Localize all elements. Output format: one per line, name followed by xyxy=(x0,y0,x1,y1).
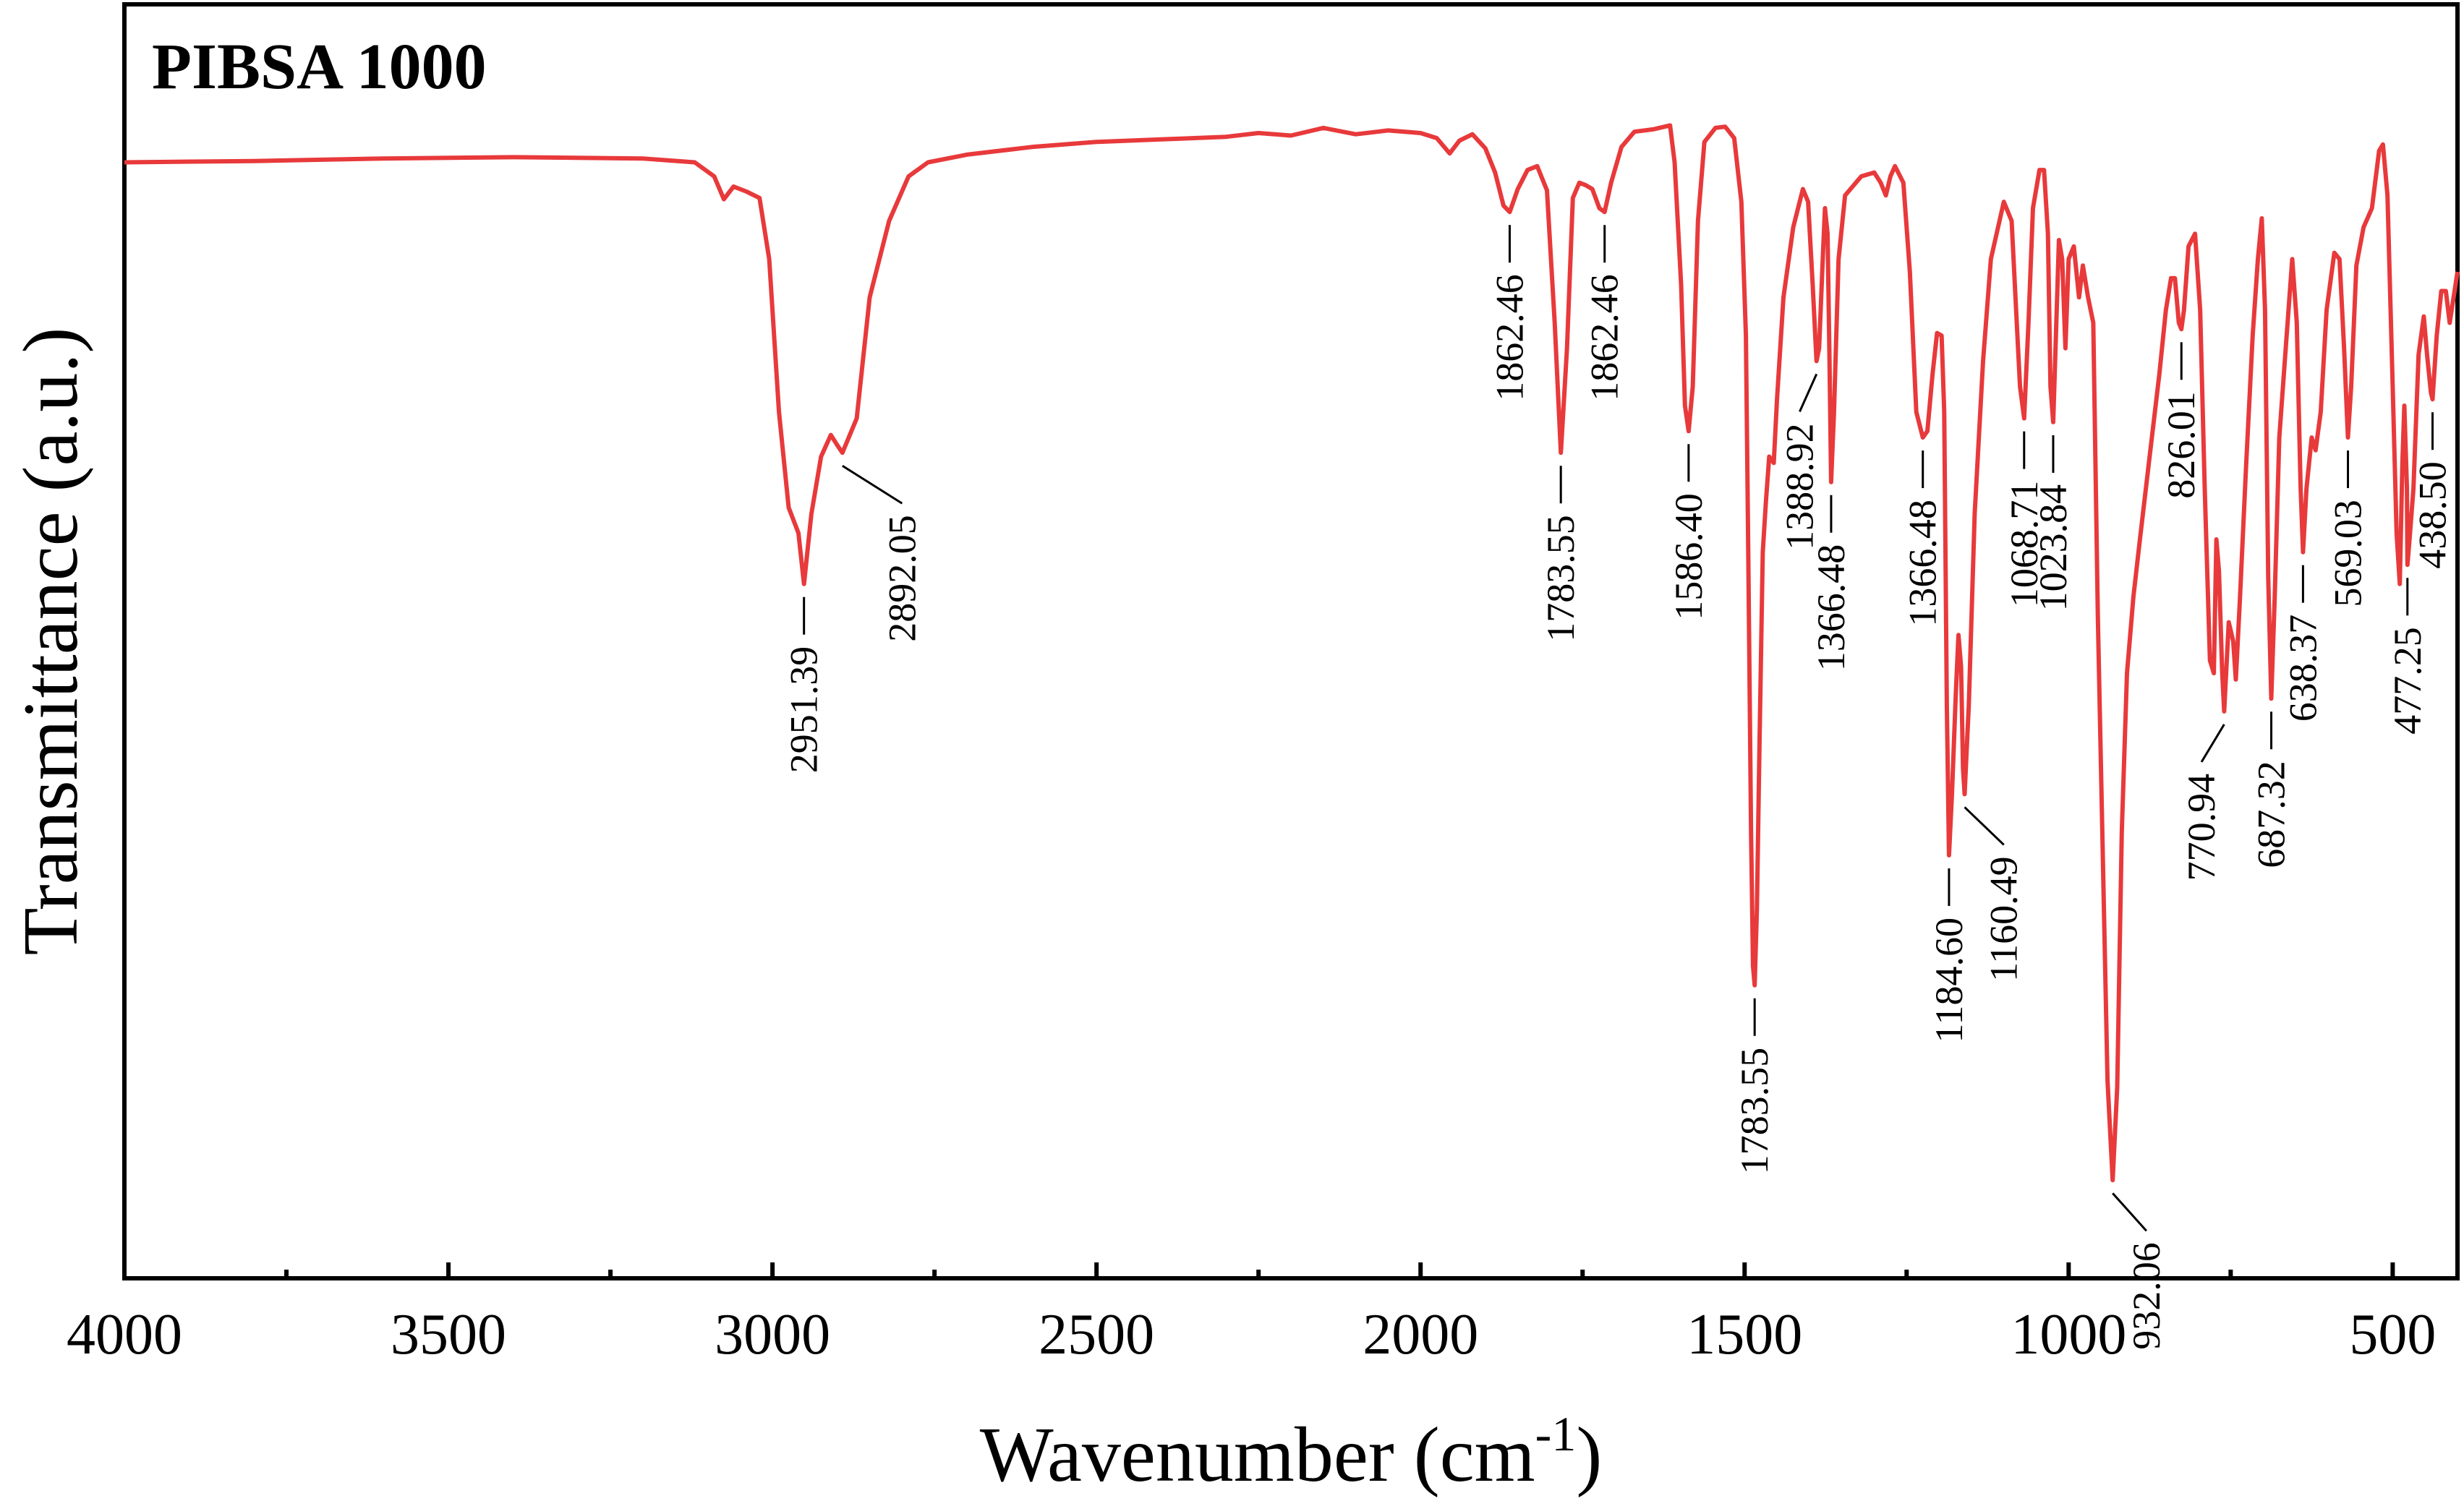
peak-label: 1783.55 xyxy=(1539,515,1582,642)
peak-label: 1184.60 xyxy=(1927,918,1971,1043)
peak-label: 1366.48 xyxy=(1901,500,1945,627)
peak-label: 1160.49 xyxy=(1982,856,2026,982)
spectrum-series-line xyxy=(124,123,2460,1183)
peak-label: 770.94 xyxy=(2180,774,2223,881)
x-tick-label-2500: 2500 xyxy=(1039,1303,1154,1367)
x-axis-title-main: Wavenumber (cm xyxy=(980,1412,1535,1498)
peak-label: 1366.48 xyxy=(1809,544,1853,672)
plot-area-frame xyxy=(122,2,2460,1280)
peak-label: 687.32 xyxy=(2250,761,2293,868)
x-tick-label-1000: 1000 xyxy=(2011,1303,2126,1367)
peak-label: 477.25 xyxy=(2386,627,2429,735)
x-axis-title-end: ) xyxy=(1576,1412,1602,1498)
x-axis-title: Wavenumber (cm-1) xyxy=(980,1406,1603,1498)
x-tick-label-2000: 2000 xyxy=(1363,1303,1478,1367)
peak-annotations: 2951.39 2892.05 1862.46 1783.55 1862.46 1586.… xyxy=(783,225,2455,1350)
peak-label: 438.50 xyxy=(2411,461,2455,569)
peak-label: 1068.71 xyxy=(2003,481,2046,608)
peak-label: 1023.84 xyxy=(2032,484,2075,612)
peak-leader-line xyxy=(2200,724,2225,763)
x-tick-label-500: 500 xyxy=(2349,1303,2436,1367)
peak-leader-line xyxy=(842,464,903,505)
peak-label: 1388.92 xyxy=(1778,423,1821,550)
peak-leader-line xyxy=(1964,806,2005,846)
x-tick-label-4000: 4000 xyxy=(67,1303,182,1367)
x-axis-ticks: 4000 3500 3000 2500 2000 1500 1000 500 xyxy=(67,1262,2436,1367)
peak-label: 826.01 xyxy=(2160,391,2203,499)
peak-label: 569.03 xyxy=(2327,500,2370,607)
peak-label: 1862.46 xyxy=(1583,274,1627,401)
peak-leader-line xyxy=(1799,373,1818,412)
peak-label: 638.37 xyxy=(2281,615,2324,722)
peak-label: 1862.46 xyxy=(1488,274,1532,401)
x-tick-label-1500: 1500 xyxy=(1687,1303,1802,1367)
peak-label: 1783.55 xyxy=(1733,1048,1776,1175)
chart-title: PIBSA 1000 xyxy=(152,31,487,103)
peak-label: 2892.05 xyxy=(880,515,924,642)
x-tick-label-3500: 3500 xyxy=(391,1303,506,1367)
y-axis-title: Transmittance (a.u.) xyxy=(8,328,94,956)
x-tick-label-3000: 3000 xyxy=(715,1303,830,1367)
peak-label: 2951.39 xyxy=(783,646,826,773)
x-axis-title-superscript: -1 xyxy=(1535,1406,1577,1461)
peak-leader-line xyxy=(2112,1192,2147,1232)
peak-label: 932.06 xyxy=(2125,1242,2168,1350)
peak-label: 1586.40 xyxy=(1667,493,1710,620)
